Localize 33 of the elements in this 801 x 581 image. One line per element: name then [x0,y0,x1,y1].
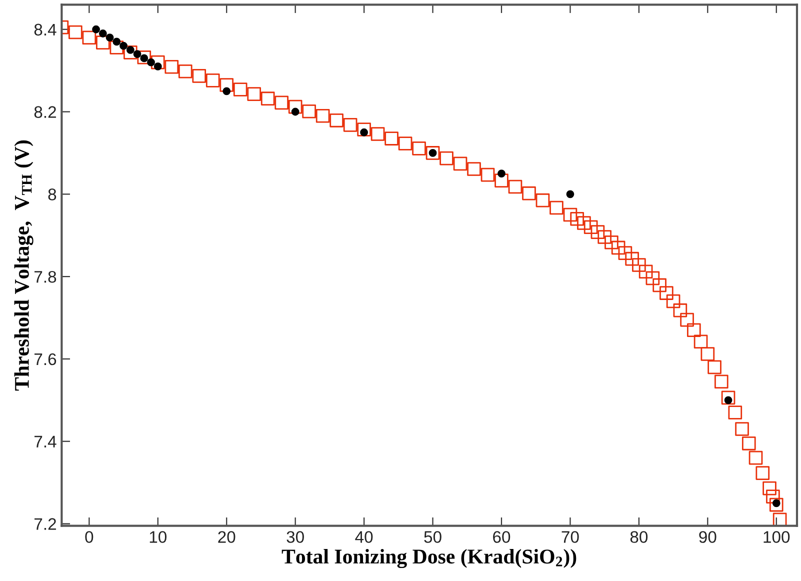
x-tick-label: 40 [355,531,373,543]
point [428,149,437,157]
x-tick-label: 10 [150,531,167,543]
point [498,170,506,178]
point [133,50,142,58]
x-tick-label: 50 [424,531,442,543]
y-tick-label: 7.8 [34,270,56,283]
y-axis-title: Threshold Voltage, V$_{TH}$ (V) [14,140,34,391]
y-tick-label: 8.2 [34,106,56,118]
point [566,190,574,198]
x-tick-label: 90 [699,531,716,543]
point [106,34,114,42]
x-axis-title: Total Ionizing Dose (Krad(SiO$_{2}$)) [282,548,576,568]
x-tick-label: 70 [562,531,579,543]
x-tick-label: 20 [218,531,236,543]
y-tick-label: 8.4 [34,24,56,36]
point [112,38,121,46]
x-tick-label: 30 [286,531,304,543]
point [772,499,780,508]
point [92,25,100,34]
y-tick-label: 7.6 [34,353,56,366]
point [291,108,300,116]
y-tick-label: 7.2 [34,518,56,530]
point [98,30,107,38]
x-tick-label: 100 [764,531,790,543]
y-tick-label: 8 [48,188,56,200]
x-tick-label: 60 [493,531,510,543]
y-tick-label: 7.4 [34,436,56,448]
point [120,42,128,50]
point [147,58,155,66]
x-tick-label: 80 [630,531,648,543]
x-tick-label: 0 [85,531,94,543]
point [222,87,231,96]
